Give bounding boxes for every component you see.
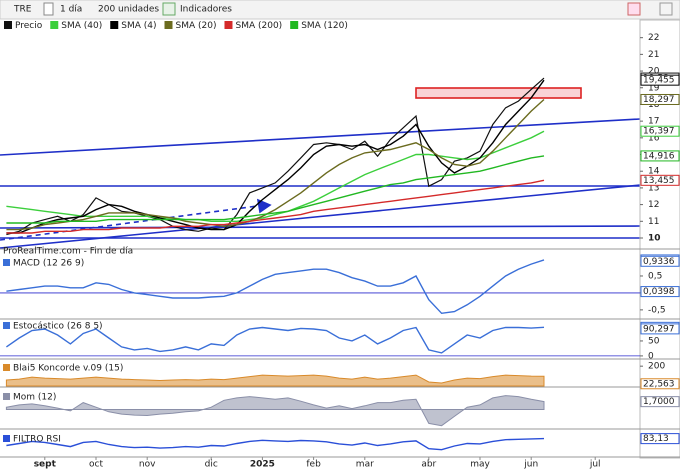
legend-label: SMA (20)	[176, 21, 217, 31]
y-tick-label: 22	[648, 33, 659, 43]
price-tag	[640, 74, 680, 86]
zone	[415, 87, 582, 99]
price-tag-label: 0,0398	[643, 287, 675, 297]
legend-swatch	[50, 21, 59, 29]
line	[6, 155, 545, 224]
y-tick-label: 20	[648, 67, 660, 77]
price-tag	[640, 255, 680, 267]
line	[6, 437, 545, 451]
price-tag	[640, 323, 680, 335]
line	[6, 259, 545, 315]
plot-layer: sept oct nov dic 2025 feb mar abr may jun jul 10 11 1…	[0, 19, 680, 469]
units[interactable]: 200 unidades	[98, 5, 159, 15]
y-tick-label: 10	[648, 233, 661, 243]
legend-label: SMA (200)	[235, 21, 282, 31]
price-tag	[640, 378, 680, 390]
arrow	[256, 198, 272, 214]
y-tick-label: 13	[648, 183, 659, 193]
y-tick-label: 12	[648, 200, 659, 210]
panel-title: MACD (12 26 9)	[13, 259, 84, 269]
price-tag-label: 18,297	[643, 95, 675, 105]
legend-label: SMA (4)	[121, 21, 156, 31]
drawings	[0, 87, 641, 249]
price-tag-label: 83,13	[643, 434, 669, 444]
price-tag-label: 22,563	[643, 379, 675, 389]
y-tick-label: 21	[648, 50, 659, 60]
icon[interactable]	[627, 2, 641, 16]
legend-label: SMA (120)	[301, 21, 348, 31]
title-icon	[3, 364, 10, 371]
period[interactable]: 1 día	[60, 5, 82, 15]
price-tag-label: 19,455	[643, 76, 675, 86]
panel-title: Estocástico (26 8 5)	[13, 322, 103, 332]
price-tag-label: 13,455	[643, 176, 675, 186]
icon[interactable]	[659, 2, 673, 16]
x-tick-label: mar	[356, 460, 374, 469]
price-tag	[640, 286, 680, 298]
legend-swatch	[290, 21, 299, 29]
panel-title: Mom (12)	[13, 393, 56, 403]
title-icon	[3, 393, 10, 400]
line	[6, 77, 545, 236]
y-tick-label: -0,5	[648, 305, 666, 315]
panel-title: FILTRO RSI	[13, 435, 61, 445]
y-tick-label: 14	[648, 167, 660, 177]
title-icon	[3, 259, 10, 266]
area	[5, 395, 545, 427]
y-tick-label: 19	[648, 83, 660, 93]
title-icon	[3, 322, 10, 329]
y-tick-label: 0,5	[648, 271, 662, 281]
y-tick-label: 16	[648, 133, 660, 143]
price-tag	[640, 433, 680, 445]
trend-line	[0, 225, 641, 229]
trend-line	[0, 184, 641, 249]
line	[6, 79, 545, 234]
icon[interactable]	[43, 2, 54, 16]
y-tick-label: 50	[648, 336, 660, 346]
legend-swatch	[4, 21, 12, 29]
line	[6, 326, 545, 354]
x-tick-label: jul	[589, 460, 601, 469]
legend-swatch	[164, 21, 173, 29]
price-tag	[640, 396, 680, 408]
area	[5, 374, 545, 387]
price-tag-label: 14,916	[643, 151, 675, 161]
price-tag	[640, 125, 680, 137]
panel-title: Blai5 Koncorde v.09 (15)	[13, 364, 123, 374]
price-tag	[640, 150, 680, 162]
title-icon	[3, 435, 10, 442]
indicators[interactable]: Indicadores	[180, 5, 232, 15]
legend-label: Precio	[15, 21, 43, 31]
x-tick-label: 2025	[250, 460, 275, 469]
legend-swatch	[224, 21, 233, 29]
price-tag-label: 0,9336	[643, 257, 675, 267]
y-tick-label: 200	[648, 362, 665, 372]
y-tick-label: 17	[648, 117, 659, 127]
price-tag-label: 90,297	[643, 324, 675, 334]
x-tick-label: feb	[306, 460, 321, 469]
symbol[interactable]: TRE	[13, 5, 32, 15]
x-tick-label: nov	[139, 460, 156, 469]
x-tick-label: jun	[523, 460, 538, 469]
x-tick-label: oct	[89, 460, 103, 469]
x-tick-label: sept	[34, 460, 57, 469]
price-tag	[640, 174, 680, 186]
icon[interactable]	[162, 2, 176, 16]
line	[6, 179, 545, 234]
x-tick-label: may	[470, 460, 490, 469]
x-tick-label: abr	[421, 460, 436, 469]
y-tick-label: 11	[648, 217, 659, 227]
source-note: ProRealTime.com - Fin de día	[3, 247, 133, 257]
price-tag-label: 16,397	[643, 127, 675, 137]
trend-line	[0, 118, 641, 156]
legend-swatch	[110, 21, 119, 29]
price-tag-label: 1,7000	[643, 397, 675, 407]
x-tick-label: dic	[205, 460, 218, 469]
line	[6, 98, 545, 231]
legend-label: SMA (40)	[61, 21, 102, 31]
y-tick-label: 0	[648, 351, 654, 361]
price-tag	[640, 93, 680, 105]
